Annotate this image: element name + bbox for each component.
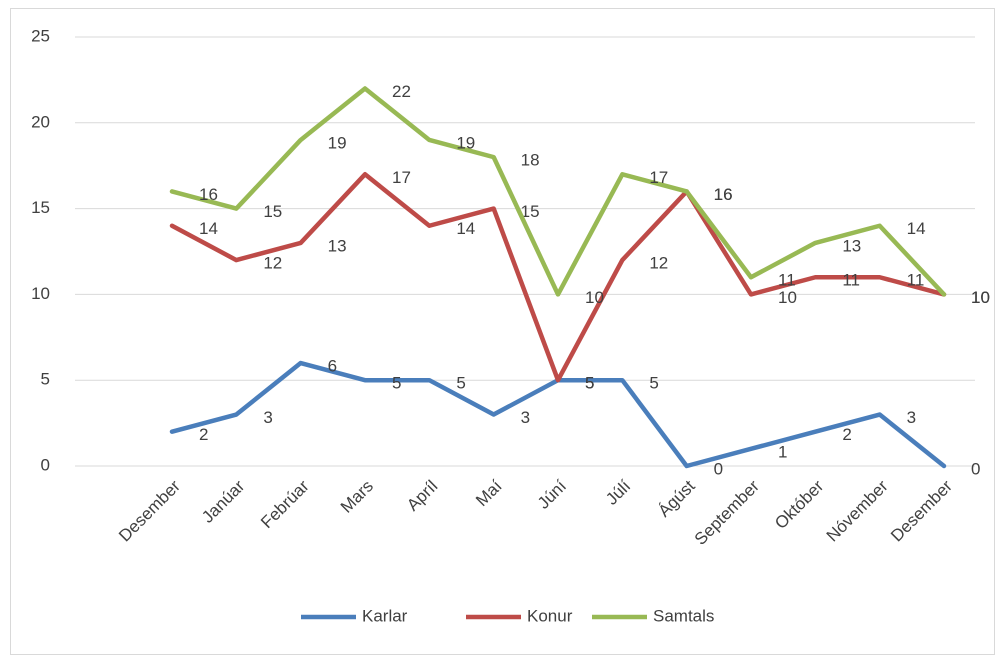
data-label: 14 xyxy=(199,219,218,238)
data-label: 12 xyxy=(649,254,668,273)
data-label: 11 xyxy=(842,271,860,290)
data-label: 5 xyxy=(456,374,465,393)
data-label: 14 xyxy=(907,219,926,238)
data-label: 0 xyxy=(714,459,723,478)
data-label: 11 xyxy=(907,271,925,290)
chart-border xyxy=(10,8,995,655)
data-label: 10 xyxy=(778,288,797,307)
y-tick-label: 5 xyxy=(41,370,50,389)
data-label: 16 xyxy=(199,185,218,204)
data-label: 2 xyxy=(199,425,208,444)
data-label: 16 xyxy=(714,185,733,204)
data-label: 12 xyxy=(263,254,282,273)
data-label: 17 xyxy=(392,168,411,187)
data-label: 1 xyxy=(778,442,787,461)
data-label: 10 xyxy=(971,288,990,307)
legend-label: Samtals xyxy=(653,606,714,625)
data-label: 3 xyxy=(263,408,272,427)
data-label: 6 xyxy=(328,357,337,376)
data-label: 22 xyxy=(392,82,411,101)
data-label: 3 xyxy=(907,408,916,427)
y-tick-label: 0 xyxy=(41,455,50,474)
data-label: 2 xyxy=(842,425,851,444)
data-label: 16 xyxy=(714,185,733,204)
data-label: 14 xyxy=(456,219,475,238)
series-line xyxy=(169,172,947,383)
data-label: 13 xyxy=(328,236,347,255)
data-label: 19 xyxy=(456,133,475,152)
data-label: 17 xyxy=(649,168,668,187)
data-label: 18 xyxy=(521,151,540,170)
data-label: 10 xyxy=(971,288,990,307)
data-label: 3 xyxy=(521,408,530,427)
data-label: 0 xyxy=(971,459,980,478)
data-label: 15 xyxy=(263,202,282,221)
data-label: 13 xyxy=(842,236,861,255)
data-label: 5 xyxy=(392,374,401,393)
legend-label: Karlar xyxy=(362,606,408,625)
y-tick-label: 20 xyxy=(31,112,50,131)
data-label: 10 xyxy=(585,288,604,307)
data-label: 11 xyxy=(778,271,796,290)
y-tick-label: 15 xyxy=(31,198,50,217)
y-tick-label: 10 xyxy=(31,284,50,303)
data-label: 5 xyxy=(585,374,594,393)
series-line xyxy=(169,86,947,297)
legend-label: Konur xyxy=(527,606,573,625)
data-label: 19 xyxy=(328,133,347,152)
y-tick-label: 25 xyxy=(31,26,50,45)
data-label: 15 xyxy=(521,202,540,221)
data-label: 5 xyxy=(585,374,594,393)
data-label: 5 xyxy=(649,374,658,393)
